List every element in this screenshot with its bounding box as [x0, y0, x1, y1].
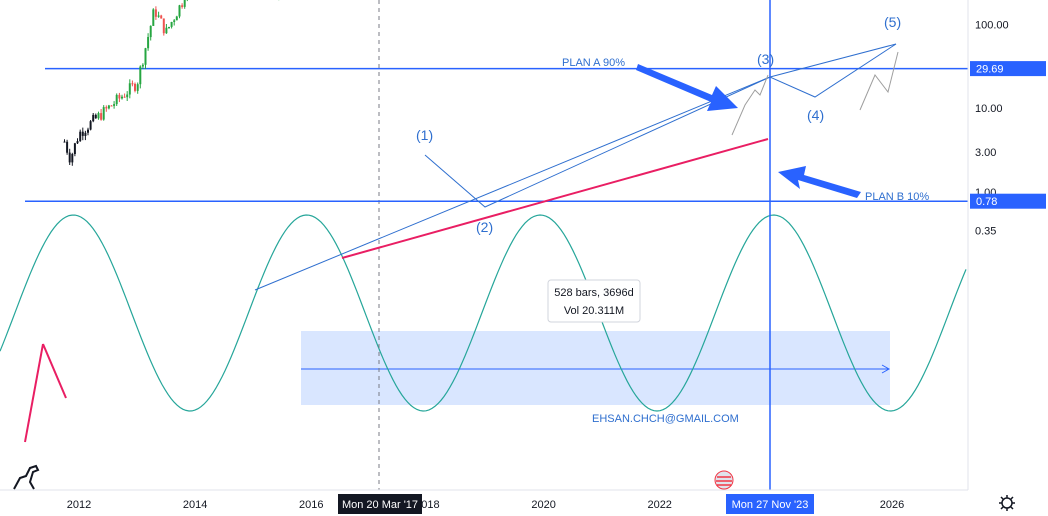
plan-a-arrow [636, 64, 738, 111]
time-axis-tick-label: 2012 [67, 499, 91, 511]
candle-body [110, 105, 113, 107]
candle-body [178, 5, 181, 17]
trendline-support-pink[interactable] [341, 138, 769, 259]
projection-path-plan-a [731, 74, 769, 136]
candle-body [76, 141, 79, 144]
price-tag-label: 0.78 [976, 196, 997, 208]
time-axis-tick-label: 2016 [299, 499, 323, 511]
candle-body [170, 22, 173, 27]
trendline-pink-left-drop[interactable] [42, 343, 67, 399]
wave-label-2: (2) [476, 219, 493, 235]
trendline-channel-upper-ext[interactable] [769, 43, 897, 78]
candle-body [105, 107, 108, 109]
date-range-measure-box[interactable] [301, 331, 890, 405]
measure-vol-text: Vol 20.311M [564, 305, 624, 317]
candle-body [71, 154, 74, 163]
plan-b-arrow [778, 166, 861, 198]
candle-body [87, 129, 89, 133]
us-flag-stripes-icon [716, 476, 732, 486]
measure-bars-text: 528 bars, 3696d [554, 287, 634, 299]
us-flag-event-icon[interactable] [714, 470, 734, 490]
candle-body [113, 104, 116, 106]
candle-body [123, 96, 126, 98]
price-tag-label: 29.69 [976, 64, 1004, 76]
price-axis-tick-label: 10.00 [975, 103, 1003, 115]
cursor-date-label-2-bg [726, 494, 814, 514]
price-axis-tick-label: 100.00 [975, 19, 1009, 31]
candle-body [63, 141, 66, 143]
candle-body [144, 48, 147, 65]
price-tag-bg [970, 193, 1046, 209]
price-axis-tick-label: 3.00 [975, 147, 996, 159]
elliott-wave-lines [424, 43, 897, 208]
candle-body [139, 66, 142, 85]
price-axis-background [968, 0, 1048, 516]
wave-label-1: (1) [416, 127, 433, 143]
price-tag-bg [970, 61, 1046, 77]
candle-body [183, 0, 186, 7]
cursor-date-label-1: Mon 20 Mar '17 [342, 499, 418, 511]
candle-body [118, 94, 121, 99]
candle-body [147, 37, 150, 49]
plot-background [0, 0, 968, 490]
candle-body [92, 114, 95, 122]
candle-body [73, 143, 76, 154]
candle-body [107, 105, 110, 109]
wave-label-3: (3) [757, 51, 774, 67]
candle-body [66, 141, 69, 153]
candle-body [165, 27, 168, 34]
email-watermark: EHSAN.CHCH@GMAIL.COM [592, 413, 739, 425]
candle-body [141, 64, 144, 67]
candle-body [175, 16, 178, 21]
candle-body [94, 114, 97, 119]
candle-body [154, 9, 157, 17]
wave-label-5: (5) [884, 14, 901, 30]
measure-tooltip [547, 279, 641, 323]
cursor-date-label-2: Mon 27 Nov '23 [732, 499, 809, 511]
plan-a-label: PLAN A 90% [562, 57, 625, 69]
candle-body [79, 131, 82, 142]
candle-body [136, 84, 139, 91]
candle-body [134, 83, 136, 91]
candle-body [81, 131, 84, 136]
candle-body [84, 132, 87, 136]
date-range-arrow-head [881, 364, 891, 374]
candle-body [128, 83, 131, 95]
candle-body [89, 121, 92, 130]
trendline-pink-left[interactable] [24, 343, 44, 443]
cursor-date-label-1-bg [338, 494, 422, 514]
candle-body [97, 113, 100, 119]
candle-body [181, 5, 184, 7]
price-axis-tick-label: 0.35 [975, 225, 996, 237]
candle-body [121, 96, 123, 99]
candle-body [168, 27, 170, 28]
time-axis-background [0, 490, 968, 516]
plan-b-label: PLAN B 10% [865, 191, 929, 203]
candle-body [100, 113, 103, 120]
candle-body [160, 15, 163, 19]
gear-teeth-icon [999, 495, 1015, 511]
time-axis-tick-label: 2026 [880, 499, 904, 511]
candle-body [149, 25, 152, 38]
trendline-channel-upper[interactable] [254, 76, 771, 291]
cycle-sine-wave [0, 214, 967, 412]
candle-body [157, 15, 160, 17]
time-axis-tick-label: 2022 [647, 499, 671, 511]
candle-body [162, 18, 165, 34]
candle-body [68, 152, 71, 163]
projection-path-plan-a-final [859, 51, 899, 111]
price-candles [63, 0, 280, 166]
dinosaur-logo-icon[interactable] [13, 464, 40, 490]
candle-body [115, 94, 118, 105]
wave-label-4: (4) [807, 107, 824, 123]
price-tags: 1125946.14271839.17140738.4148476.122456… [970, 61, 1046, 209]
candle-body [152, 9, 155, 26]
candle-body [173, 20, 176, 22]
candle-body [102, 107, 105, 120]
time-axis-tick-label: 2020 [531, 499, 555, 511]
candle-body [131, 83, 134, 85]
candle-body [126, 94, 129, 98]
time-axis-tick-label: 2014 [183, 499, 207, 511]
